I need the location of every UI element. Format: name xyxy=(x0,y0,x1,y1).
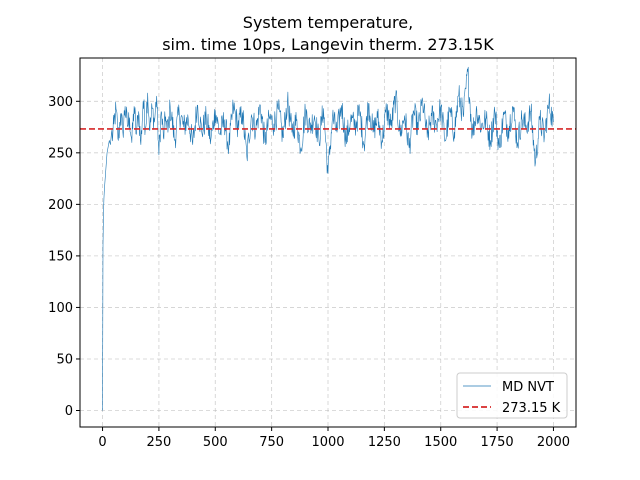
x-tick-label: 1750 xyxy=(481,435,514,450)
grid xyxy=(80,58,576,427)
chart-title-line2: sim. time 10ps, Langevin therm. 273.15K xyxy=(162,35,494,54)
y-axis-ticks: 0 50 100 150 200 250 300 xyxy=(48,95,80,419)
y-tick-label: 250 xyxy=(48,146,73,161)
x-tick-label: 500 xyxy=(203,435,228,450)
x-tick-label: 1500 xyxy=(424,435,457,450)
legend-label-md-nvt: MD NVT xyxy=(502,380,554,395)
series-md-nvt-line xyxy=(102,66,554,411)
x-tick-label: 0 xyxy=(98,435,106,450)
legend: MD NVT 273.15 K xyxy=(456,372,568,419)
y-tick-label: 50 xyxy=(56,352,73,367)
x-tick-label: 1250 xyxy=(368,435,401,450)
x-tick-label: 750 xyxy=(259,435,284,450)
y-tick-label: 100 xyxy=(48,301,73,316)
y-tick-label: 150 xyxy=(48,249,73,264)
y-tick-label: 200 xyxy=(48,198,73,213)
y-tick-label: 0 xyxy=(65,404,73,419)
x-tick-label: 250 xyxy=(146,435,171,450)
legend-label-reference: 273.15 K xyxy=(502,401,561,416)
y-tick-label: 300 xyxy=(48,95,73,110)
x-axis-ticks: 0 250 500 750 1000 1250 1500 1750 2000 xyxy=(98,427,570,450)
chart-title-line1: System temperature, xyxy=(243,13,413,32)
plot-series xyxy=(80,66,576,411)
x-tick-label: 2000 xyxy=(537,435,570,450)
x-tick-label: 1000 xyxy=(311,435,344,450)
